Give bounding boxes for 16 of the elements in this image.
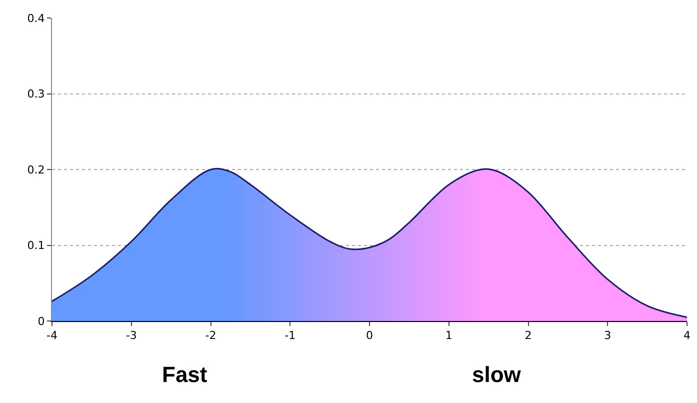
x-tick-label: 4 — [684, 329, 690, 342]
y-tick-label: 0 — [38, 314, 45, 328]
y-tick-label: 0.4 — [27, 12, 45, 25]
text: Fast — [162, 362, 208, 387]
x-tick-label: 1 — [445, 329, 452, 342]
x-tick-label: 3 — [604, 329, 612, 342]
x-tick-label: -4 — [46, 329, 58, 342]
text: slow — [472, 362, 522, 387]
x-tick-label: 2 — [524, 329, 532, 342]
x-tick-label: -2 — [205, 329, 216, 342]
y-tick-label: 0.3 — [27, 88, 45, 101]
y-tick-label: 0.2 — [27, 163, 45, 176]
x-tick-label: -3 — [126, 329, 137, 342]
x-tick-label: 0 — [366, 329, 373, 342]
x-tick-label: -1 — [284, 329, 296, 342]
y-tick-label: 0.1 — [27, 239, 45, 252]
